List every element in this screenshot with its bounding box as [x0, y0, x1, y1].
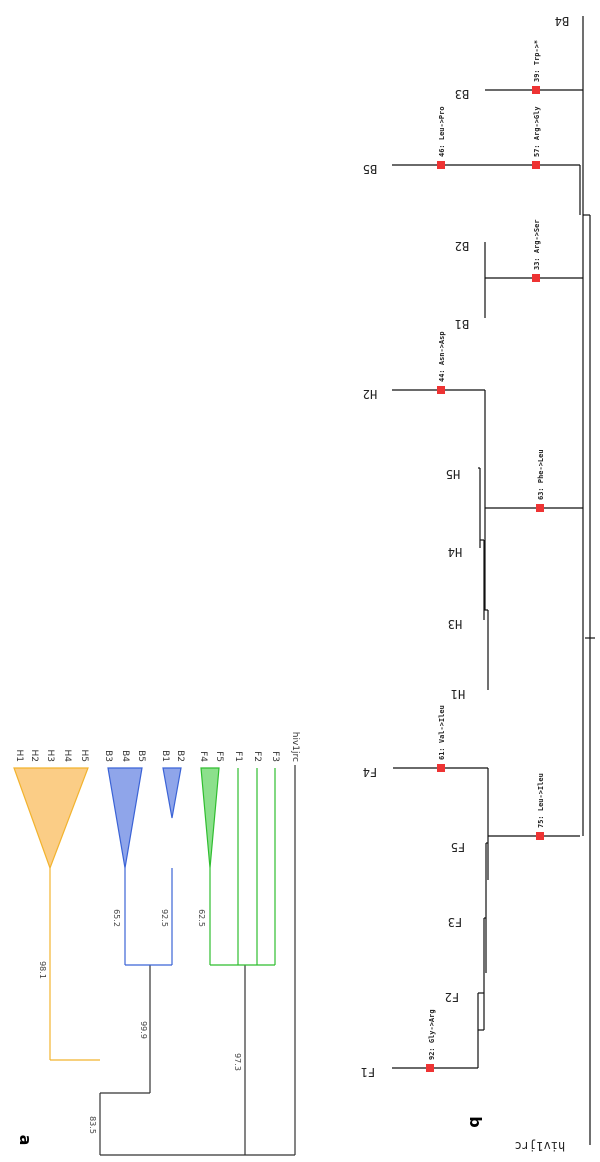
tip-label: hiv1jrc	[290, 732, 300, 762]
tip-label: B3	[103, 750, 113, 762]
mutation-marker	[426, 1064, 434, 1072]
support-value: 98.1	[38, 961, 47, 979]
tip-label: F4	[198, 751, 208, 762]
tip-label: B4	[555, 14, 569, 28]
panel-b: b	[361, 14, 595, 1153]
tree-b-branches	[392, 16, 595, 1145]
tip-label: F4	[363, 765, 377, 779]
support-value: 83.5	[88, 1116, 97, 1134]
tip-label: B1	[160, 750, 170, 762]
f4-f5-triangle	[200, 767, 220, 869]
panel-a: a	[13, 732, 300, 1156]
tree-a-backbone	[99, 765, 296, 1156]
panel-a-label: a	[16, 1135, 35, 1146]
tip-label: H4	[448, 545, 462, 559]
tip-label: F2	[252, 751, 262, 762]
support-value: 92.5	[160, 909, 169, 927]
tree-a-support-values: 98.1 65.2 92.5 99.9 62.5 97.3 83.5	[38, 909, 242, 1134]
tip-label: B1	[455, 317, 469, 331]
tree-a-b-clade	[107, 767, 182, 966]
tree-a-f-clade	[200, 767, 276, 966]
support-value: 99.9	[139, 1021, 148, 1039]
tree-a-h-clade	[13, 767, 100, 1061]
tip-label: B2	[455, 239, 469, 253]
tip-label: F1	[233, 751, 243, 762]
tip-label: H5	[79, 750, 89, 763]
tip-label: F2	[445, 990, 459, 1004]
mutation-marker	[532, 274, 540, 282]
tip-label: B5	[363, 162, 377, 176]
tip-label: F5	[451, 840, 465, 854]
tip-label: B2	[175, 750, 185, 762]
tip-label: H2	[363, 387, 377, 401]
tip-label: hiv1jrc	[515, 1139, 566, 1153]
support-value: 62.5	[197, 909, 206, 927]
tip-label: H2	[29, 750, 39, 763]
tip-label: H3	[448, 617, 462, 631]
mutation-label: 33: Arg->Ser	[533, 219, 541, 270]
tip-label: F5	[214, 751, 224, 762]
tip-label: B3	[455, 87, 469, 101]
tree-b-mutation-labels: 92: Gly->Arg 75: Leu->Ileu 61: Val->Ileu…	[428, 40, 545, 1060]
mutation-label: 46: Leu->Pro	[438, 106, 446, 157]
tree-b-mutation-markers	[426, 86, 544, 1072]
mutation-marker	[437, 386, 445, 394]
mutation-label: 44: Asn->Asp	[438, 331, 446, 382]
tip-label: B5	[136, 750, 146, 762]
mutation-label: 57: Arg->Gly	[533, 106, 541, 157]
b3-b4-b5-triangle	[107, 767, 143, 869]
tip-label: F3	[270, 751, 280, 762]
tip-label: F1	[361, 1065, 375, 1079]
tip-label: H5	[446, 467, 460, 481]
b1-b2-triangle	[162, 767, 182, 819]
mutation-marker	[532, 161, 540, 169]
mutation-label: 92: Gly->Arg	[428, 1009, 436, 1060]
tip-label: H3	[45, 750, 55, 763]
tree-b-tip-labels: F1 F2 F3 F5 F4 H1 H3 H4 H5 H2 B1 B2 B5 B…	[361, 14, 569, 1153]
mutation-marker	[536, 504, 544, 512]
tip-label: B4	[120, 750, 130, 762]
tip-label: H4	[62, 750, 72, 763]
h-clade-triangle	[13, 767, 89, 870]
support-value: 65.2	[112, 909, 121, 927]
tip-label: F3	[448, 915, 462, 929]
mutation-label: 63: Phe->Leu	[537, 449, 545, 500]
mutation-label: 39: Trp->*	[533, 40, 541, 82]
mutation-label: 75: Leu->Ileu	[537, 773, 545, 828]
mutation-marker	[437, 764, 445, 772]
tip-label: H1	[14, 750, 24, 763]
support-value: 97.3	[233, 1053, 242, 1071]
mutation-marker	[532, 86, 540, 94]
tree-a-tip-labels: H1 H2 H3 H4 H5 B3 B4 B5 B1 B2 F4 F5 F1 F…	[14, 732, 300, 762]
tip-label: H1	[451, 687, 465, 701]
mutation-marker	[536, 832, 544, 840]
mutation-marker	[437, 161, 445, 169]
mutation-label: 61: Val->Ileu	[438, 705, 446, 760]
panel-b-label: b	[466, 1116, 485, 1127]
